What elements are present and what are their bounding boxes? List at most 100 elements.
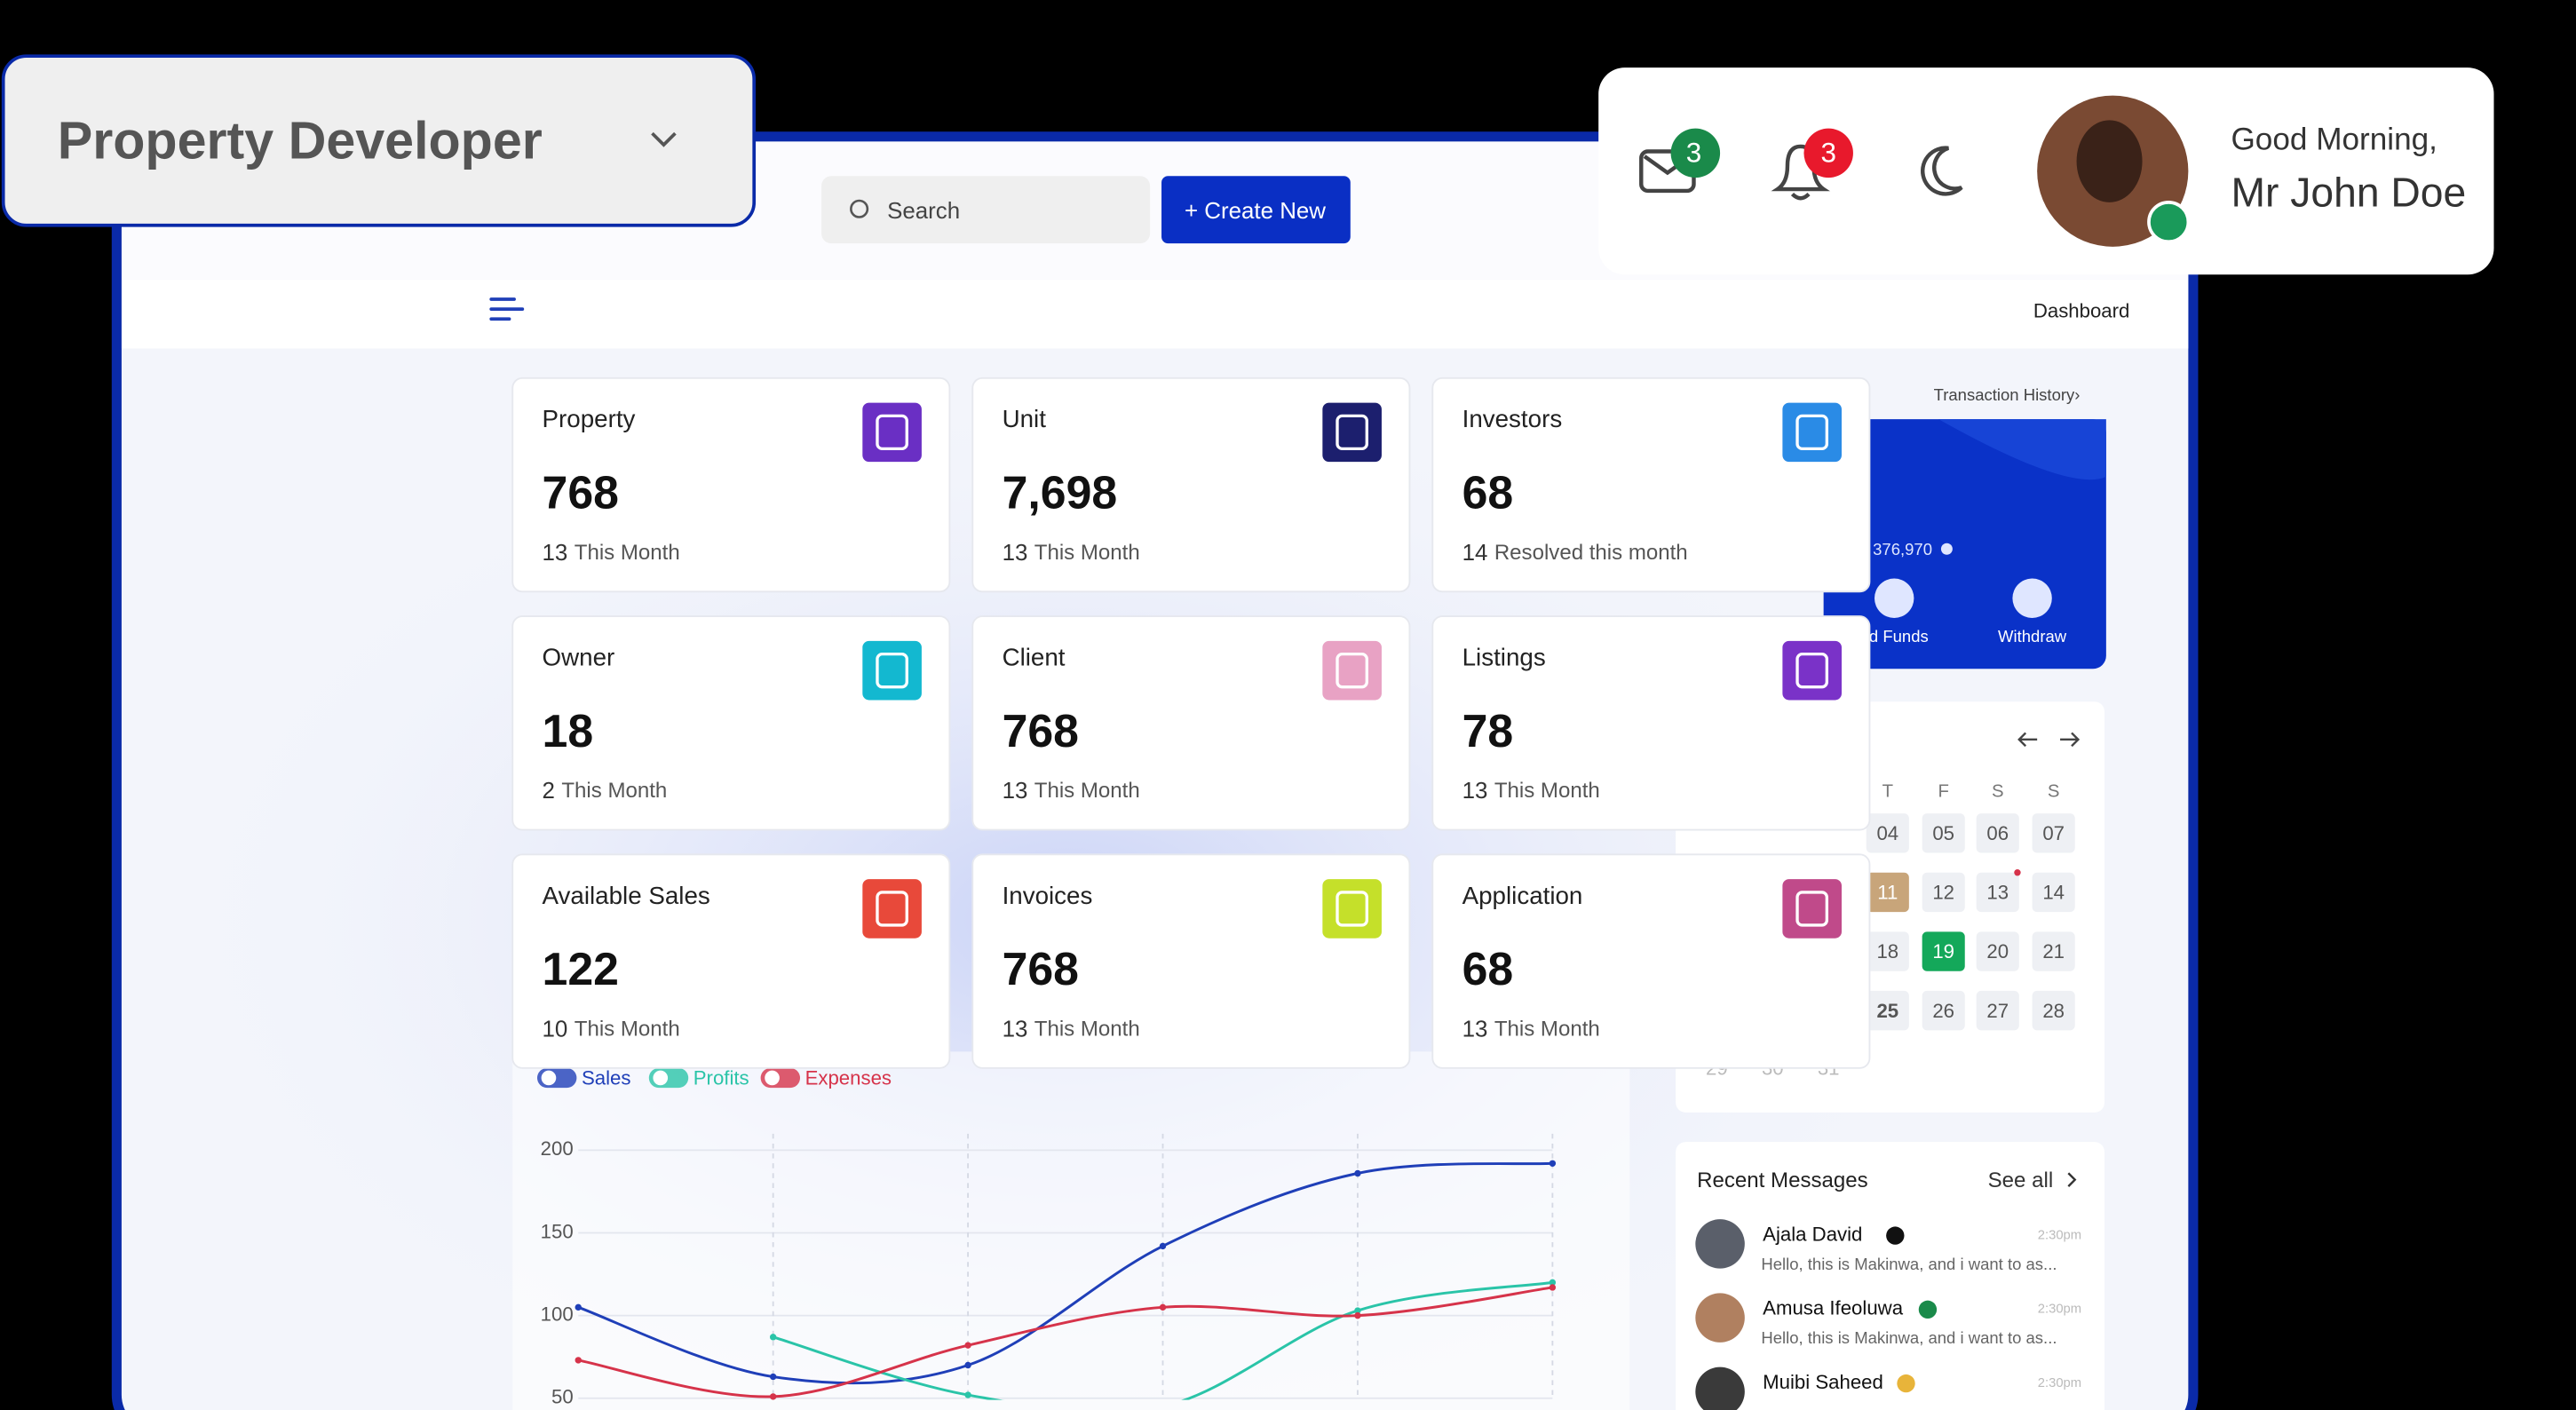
day-cell[interactable] [1922, 931, 1965, 971]
stat-count: 14 [1462, 541, 1488, 566]
nav-bar [121, 279, 2189, 349]
day-cell[interactable] [1922, 872, 1965, 913]
series-dot [964, 1391, 971, 1398]
legend-label: Expenses [805, 1067, 892, 1089]
wallet-action: nd Funds [1860, 627, 1929, 646]
stat-count: 2 [543, 779, 555, 804]
y-tick-label: 200 [541, 1137, 574, 1160]
role-selector[interactable] [1, 54, 757, 227]
verified-badge [1897, 1374, 1915, 1393]
day-cell[interactable] [2032, 931, 2075, 971]
stat-value: 68 [1462, 467, 1514, 519]
user-name: Mr John Doe [2231, 170, 2466, 216]
profile-face [2076, 120, 2143, 202]
stat-note: 13 This Month [1462, 1017, 1600, 1042]
chevron [2067, 1172, 2077, 1187]
sender: Ajala David [1763, 1223, 1862, 1245]
stat-card[interactable] [511, 615, 951, 831]
day: 05 [1932, 822, 1954, 844]
day-cell[interactable] [1866, 931, 1909, 971]
stat-note-text: This Month [575, 1018, 680, 1042]
preview: Hello, this is Makinwa, and i want to as… [1761, 1328, 2057, 1347]
create-button[interactable] [1161, 176, 1351, 244]
online-dot [2147, 201, 2191, 244]
avatar[interactable] [1695, 1293, 1745, 1343]
day-cell[interactable] [1976, 990, 2019, 1031]
stat-note-text: Resolved this month [1494, 541, 1688, 565]
day-cell[interactable] [1976, 813, 2019, 853]
stat-card[interactable] [511, 853, 951, 1069]
stat-note: 13 This Month [1003, 779, 1140, 804]
stat-icon-glyph [1795, 891, 1829, 927]
stat-card[interactable] [511, 376, 951, 593]
avatar[interactable] [1695, 1366, 1745, 1410]
stat-count: 13 [1003, 779, 1028, 804]
bell-icon[interactable] [1771, 144, 1830, 201]
search-icon [850, 199, 869, 218]
chart-panel [512, 1051, 1630, 1410]
day-cell[interactable] [1866, 990, 1909, 1031]
day-cell[interactable] [1866, 813, 1909, 853]
series-dot [1159, 1303, 1167, 1311]
badge-count: 3 [1686, 138, 1701, 169]
day-cell[interactable] [1922, 813, 1965, 853]
day: 12 [1932, 882, 1954, 904]
stat-icon [862, 640, 922, 701]
wallet-action: Withdraw [1998, 627, 2067, 646]
badge [1670, 128, 1721, 178]
time: 2:30pm [2038, 1376, 2081, 1390]
stat-label: Listings [1462, 644, 1546, 671]
weekday: F [1938, 781, 1948, 801]
y-tick-label: 50 [551, 1386, 574, 1408]
day-cell[interactable] [1866, 872, 1909, 913]
day-cell[interactable] [1976, 872, 2019, 913]
day: 20 [1986, 940, 2009, 962]
stat-label: Client [1003, 644, 1066, 671]
day: 21 [2042, 940, 2065, 962]
theme-toggle[interactable] [1921, 146, 1963, 196]
stat-card[interactable] [1431, 376, 1871, 593]
panel-title: Recent Messages [1697, 1168, 1867, 1192]
stat-count: 13 [1462, 1017, 1488, 1042]
series-dot [769, 1334, 777, 1341]
prev-arrow[interactable] [2017, 732, 2038, 748]
stat-note-text: This Month [575, 541, 680, 565]
stat-card[interactable] [971, 615, 1411, 831]
day-cell[interactable] [2032, 990, 2075, 1031]
info-icon [1940, 543, 1953, 555]
wallet-action-icon[interactable] [2012, 578, 2052, 618]
link: Transaction History› [1934, 385, 2081, 404]
stat-icon-glyph [876, 414, 908, 451]
messages-panel [1676, 1142, 2105, 1410]
stat-card[interactable] [971, 376, 1411, 593]
legend-label: Profits [694, 1067, 749, 1089]
stat-icon-glyph [1795, 414, 1829, 451]
stat-note-text: This Month [1034, 1018, 1140, 1042]
day-cell[interactable] [1976, 931, 2019, 971]
day-cell[interactable] [2032, 813, 2075, 853]
day-cell[interactable] [1922, 990, 1965, 1031]
series-dot [1354, 1169, 1361, 1177]
series-dot [1549, 1284, 1557, 1291]
wallet-action-icon[interactable] [1874, 578, 1914, 618]
day: 27 [1986, 1000, 2009, 1022]
avatar[interactable] [1695, 1219, 1745, 1269]
verified-badge [1886, 1226, 1905, 1245]
day-cell[interactable] [2032, 872, 2075, 913]
day: 26 [1932, 1000, 1954, 1022]
series-dot [964, 1361, 971, 1369]
stat-count: 13 [1462, 779, 1488, 804]
stat-icon-glyph [1336, 652, 1368, 689]
stat-card[interactable] [971, 853, 1411, 1069]
search-box[interactable] [821, 176, 1151, 244]
stat-icon [862, 879, 922, 939]
plot [575, 1160, 1557, 1400]
weekday: S [2048, 781, 2060, 801]
menu-icon[interactable] [489, 297, 525, 321]
stat-value: 78 [1462, 705, 1514, 756]
next-arrow[interactable] [2060, 732, 2081, 748]
stat-card[interactable] [1431, 853, 1871, 1069]
stat-count: 13 [543, 541, 568, 566]
stat-card[interactable] [1431, 615, 1871, 831]
legend-knob [653, 1070, 669, 1086]
